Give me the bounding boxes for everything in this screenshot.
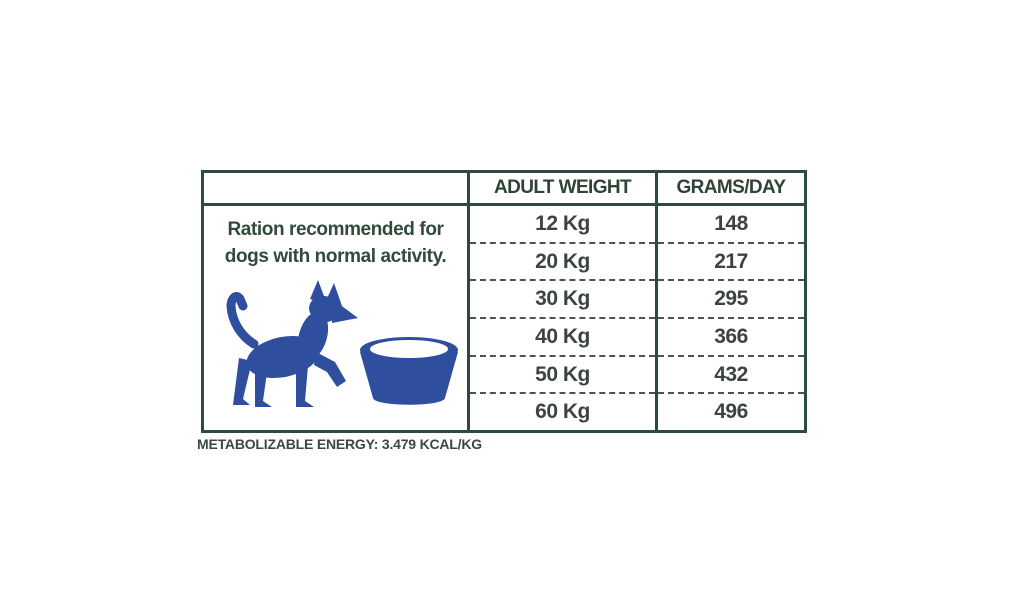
table-corner-cell: [204, 173, 470, 206]
grams-row: 217: [658, 244, 804, 282]
weight-row: 40 Kg: [470, 319, 655, 357]
dog-icon: [226, 280, 358, 407]
grams-row: 295: [658, 281, 804, 320]
weight-row: 30 Kg: [470, 281, 655, 320]
feeding-table: ADULT WEIGHT GRAMS/DAY Ration recommende…: [201, 170, 807, 433]
ration-note-cell: Ration recommended for dogs with normal …: [204, 206, 470, 430]
weight-row: 20 Kg: [470, 244, 655, 282]
weight-row: 60 Kg: [535, 400, 590, 424]
metabolizable-energy-note: METABOLIZABLE ENERGY: 3.479 KCAL/KG: [197, 436, 482, 452]
weight-row: 12 Kg: [470, 206, 655, 244]
grams-row: 496: [714, 400, 748, 424]
grams-row: 366: [658, 319, 804, 357]
ration-note-line-1: Ration recommended for: [227, 219, 444, 240]
adult-weight-column: 12 Kg 20 Kg 30 Kg 40 Kg 50 Kg 60 Kg: [470, 206, 658, 430]
grams-per-day-column: 148 217 295 366 432 496: [658, 206, 804, 430]
column-header-grams-day: GRAMS/DAY: [658, 173, 804, 206]
grams-row: 432: [658, 357, 804, 395]
bowl-icon: [360, 337, 458, 405]
weight-row: 50 Kg: [470, 357, 655, 395]
ration-note-line-2: dogs with normal activity.: [224, 246, 447, 267]
ration-note: Ration recommended for dogs with normal …: [204, 216, 467, 270]
grams-row: 148: [658, 206, 804, 244]
column-header-adult-weight: ADULT WEIGHT: [470, 173, 658, 206]
